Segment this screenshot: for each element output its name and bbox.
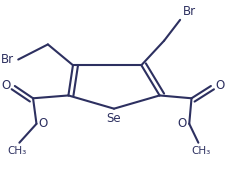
Text: O: O (39, 117, 48, 130)
Text: O: O (215, 80, 224, 92)
Text: CH₃: CH₃ (7, 146, 27, 156)
Text: O: O (1, 80, 10, 92)
Text: Br: Br (182, 5, 195, 18)
Text: Se: Se (106, 112, 121, 125)
Text: O: O (177, 117, 186, 130)
Text: Br: Br (0, 53, 14, 66)
Text: CH₃: CH₃ (190, 146, 209, 156)
